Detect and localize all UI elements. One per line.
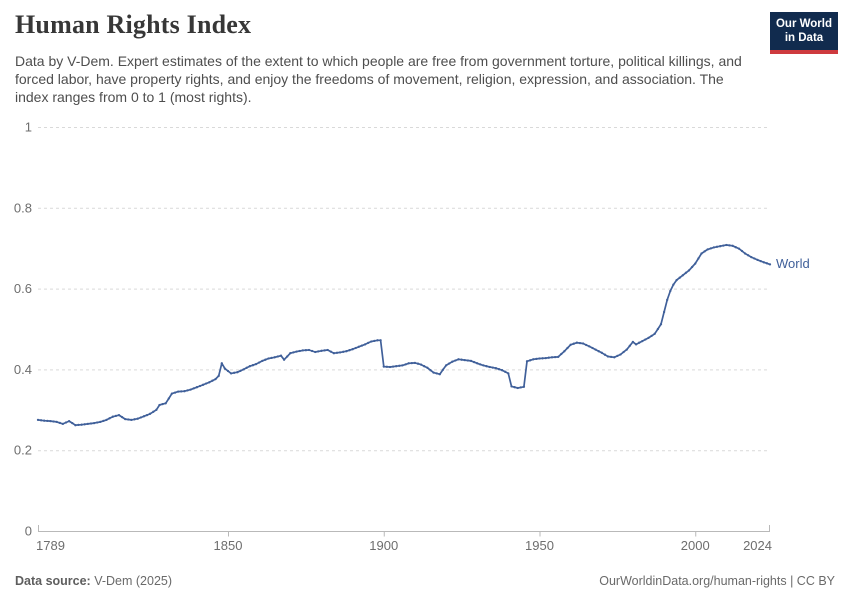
x-tick-label: 1950 [525, 538, 554, 553]
page-title: Human Rights Index [15, 10, 252, 39]
series-label-world[interactable]: World [776, 256, 810, 272]
chart-footer: Data source: V-Dem (2025) OurWorldinData… [15, 574, 835, 588]
x-axis: 1789 1850 1900 1950 2000 2024 [36, 525, 772, 553]
data-source-value: V-Dem (2025) [94, 574, 173, 588]
series-line-world[interactable] [37, 244, 771, 427]
owid-logo-line1: Our World [775, 18, 832, 30]
x-tick-label: 1789 [36, 538, 65, 553]
y-tick-label: 1 [25, 120, 32, 135]
series-points-world [36, 243, 772, 427]
y-tick-label: 0.2 [14, 443, 32, 458]
data-source-label: Data source: [15, 574, 91, 588]
x-tick-label: 1900 [369, 538, 398, 553]
x-tick-label: 2000 [681, 538, 710, 553]
y-tick-label: 0.4 [14, 362, 32, 377]
x-tick-label: 1850 [214, 538, 243, 553]
x-tick-label: 2024 [743, 538, 772, 553]
owid-logo-line2: in Data [784, 32, 824, 45]
owid-logo[interactable]: Our World in Data [770, 12, 838, 54]
credit-link[interactable]: OurWorldinData.org/human-rights | CC BY [599, 574, 835, 588]
y-tick-label: 0 [25, 524, 32, 539]
data-source: Data source: V-Dem (2025) [15, 574, 172, 588]
y-gridlines: 1 0.8 0.6 0.4 0.2 0 [14, 120, 770, 539]
y-tick-label: 0.6 [14, 281, 32, 296]
y-tick-label: 0.8 [14, 200, 32, 215]
chart-subtitle: Data by V-Dem. Expert estimates of the e… [15, 53, 742, 106]
